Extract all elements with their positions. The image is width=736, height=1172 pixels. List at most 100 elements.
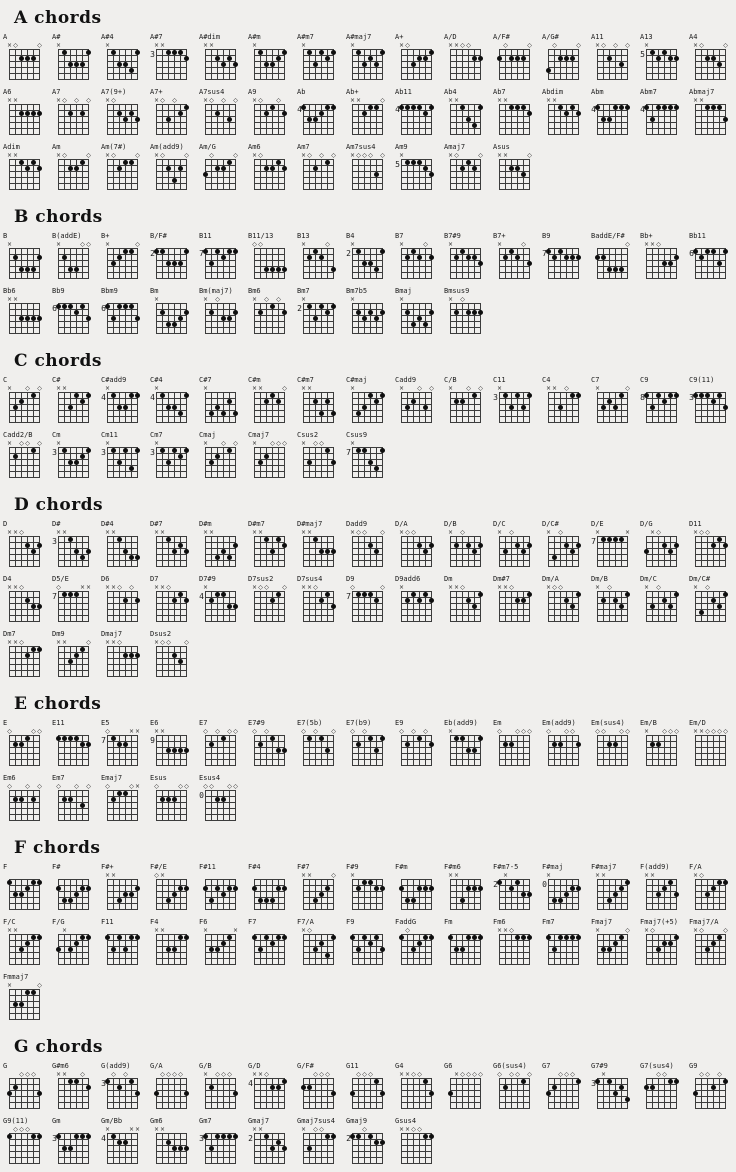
string-markers: × × ◇ <box>497 584 530 591</box>
finger-dot <box>209 898 214 903</box>
finger-dot <box>546 1091 551 1096</box>
string-markers: × × <box>203 927 239 934</box>
finger-dot <box>674 543 679 548</box>
finger-dot <box>644 105 649 110</box>
chord-diagram: B9 7 <box>541 232 590 287</box>
finger-dot <box>166 117 171 122</box>
finger-dot <box>362 316 367 321</box>
string-markers: ◇ ◇ <box>646 1071 677 1078</box>
fret-number: 3 <box>493 393 498 402</box>
open-string-marker: ◇ <box>233 152 238 159</box>
open-string-marker: ◇ <box>166 1071 171 1078</box>
muted-string-marker: × <box>232 927 239 934</box>
chord-name: Cm7 <box>150 431 163 439</box>
fretboard-grid <box>695 735 726 766</box>
string-markers: × ◇ ◇ ◇ <box>6 440 42 447</box>
open-string-marker: ◇ <box>313 1071 318 1078</box>
finger-dot <box>68 592 73 597</box>
finger-dot <box>37 166 42 171</box>
finger-dot <box>607 267 612 272</box>
fret-number: 2 <box>297 304 302 313</box>
string-markers: × ◇ ◇ <box>693 927 728 934</box>
chord-name: B7+ <box>493 232 506 240</box>
finger-dot <box>576 886 581 891</box>
finger-dot <box>19 111 24 116</box>
finger-dot <box>460 898 465 903</box>
chord-name: G/F# <box>297 1062 314 1070</box>
chord-name: G9(11) <box>3 1117 29 1125</box>
finger-dot <box>613 598 618 603</box>
finger-dot <box>368 460 373 465</box>
chord-diagram: C#m × × ◇ <box>247 376 296 431</box>
finger-dot <box>68 537 73 542</box>
fretboard-grid <box>303 1133 336 1164</box>
muted-string-marker: × <box>159 872 166 879</box>
finger-dot <box>282 748 287 753</box>
fretboard-grid <box>9 447 40 478</box>
finger-dot <box>558 249 563 254</box>
string-markers: × ◇ ◇ ◇ <box>203 1071 236 1078</box>
string-markers: × × <box>595 529 630 536</box>
muted-string-marker: × <box>110 529 117 536</box>
finger-dot <box>650 1085 655 1090</box>
finger-dot <box>264 454 269 459</box>
open-string-marker: ◇ <box>699 872 704 879</box>
open-string-marker: ◇ <box>19 1071 24 1078</box>
chord-name: A/D <box>444 33 457 41</box>
finger-dot <box>68 460 73 465</box>
finger-dot <box>31 393 36 398</box>
open-string-marker: ◇ <box>521 728 526 735</box>
finger-dot <box>711 105 716 110</box>
chord-name: Bmaj <box>395 287 412 295</box>
string-markers: × × <box>546 97 579 104</box>
finger-dot <box>472 123 477 128</box>
open-string-marker: ◇ <box>307 152 312 159</box>
string-markers <box>107 927 138 934</box>
open-string-marker: ◇ <box>723 927 728 934</box>
muted-string-marker: × <box>153 584 160 591</box>
chord-name: Fm7 <box>542 918 555 926</box>
finger-dot <box>570 935 575 940</box>
finger-dot <box>460 166 465 171</box>
string-markers: ◇ <box>597 241 630 248</box>
finger-dot <box>264 898 269 903</box>
finger-dot <box>356 411 361 416</box>
chord-name: G7 <box>542 1062 551 1070</box>
open-string-marker: ◇ <box>699 42 704 49</box>
fretboard-grid <box>205 735 236 766</box>
string-markers <box>401 97 432 104</box>
fretboard-grid: 4 <box>640 104 679 135</box>
fretboard-grid: 4 <box>101 1133 138 1164</box>
finger-dot <box>74 1134 79 1139</box>
finger-dot <box>227 886 232 891</box>
finger-dot <box>705 105 710 110</box>
muted-string-marker: × <box>6 440 13 447</box>
chord-name: G(add9) <box>101 1062 131 1070</box>
chord-diagram: D5/E ◇ × × 7 <box>51 575 100 630</box>
fretboard-grid: 4 <box>248 1078 287 1109</box>
open-string-marker: ◇ <box>111 1071 116 1078</box>
open-string-marker: ◇ <box>619 728 624 735</box>
chord-name: Bm7b5 <box>346 287 368 295</box>
finger-dot <box>656 947 661 952</box>
open-string-marker: ◇ <box>282 584 287 591</box>
chord-name: Dm9 <box>52 630 65 638</box>
open-string-marker: ◇ <box>105 728 110 735</box>
chord-name: C#maj <box>346 376 368 384</box>
chord-diagram: D#4 × × <box>100 520 149 575</box>
open-string-marker: ◇ <box>154 783 159 790</box>
finger-dot <box>282 166 287 171</box>
open-string-marker: ◇ <box>625 927 630 934</box>
finger-dot <box>166 797 171 802</box>
fretboard-grid <box>448 934 483 965</box>
finger-dot <box>270 393 275 398</box>
finger-dot <box>527 935 532 940</box>
muted-string-marker: × <box>349 241 356 248</box>
chord-name: Bb+ <box>640 232 653 240</box>
chord-diagram: C × ◇ ◇ <box>2 376 51 431</box>
finger-dot <box>515 105 520 110</box>
chord-diagram: G9 ◇ ◇ ◇ <box>688 1062 736 1117</box>
string-markers: ◇ ◇ ◇ <box>695 1071 726 1078</box>
finger-dot <box>13 1085 18 1090</box>
muted-string-marker: × <box>649 241 656 248</box>
